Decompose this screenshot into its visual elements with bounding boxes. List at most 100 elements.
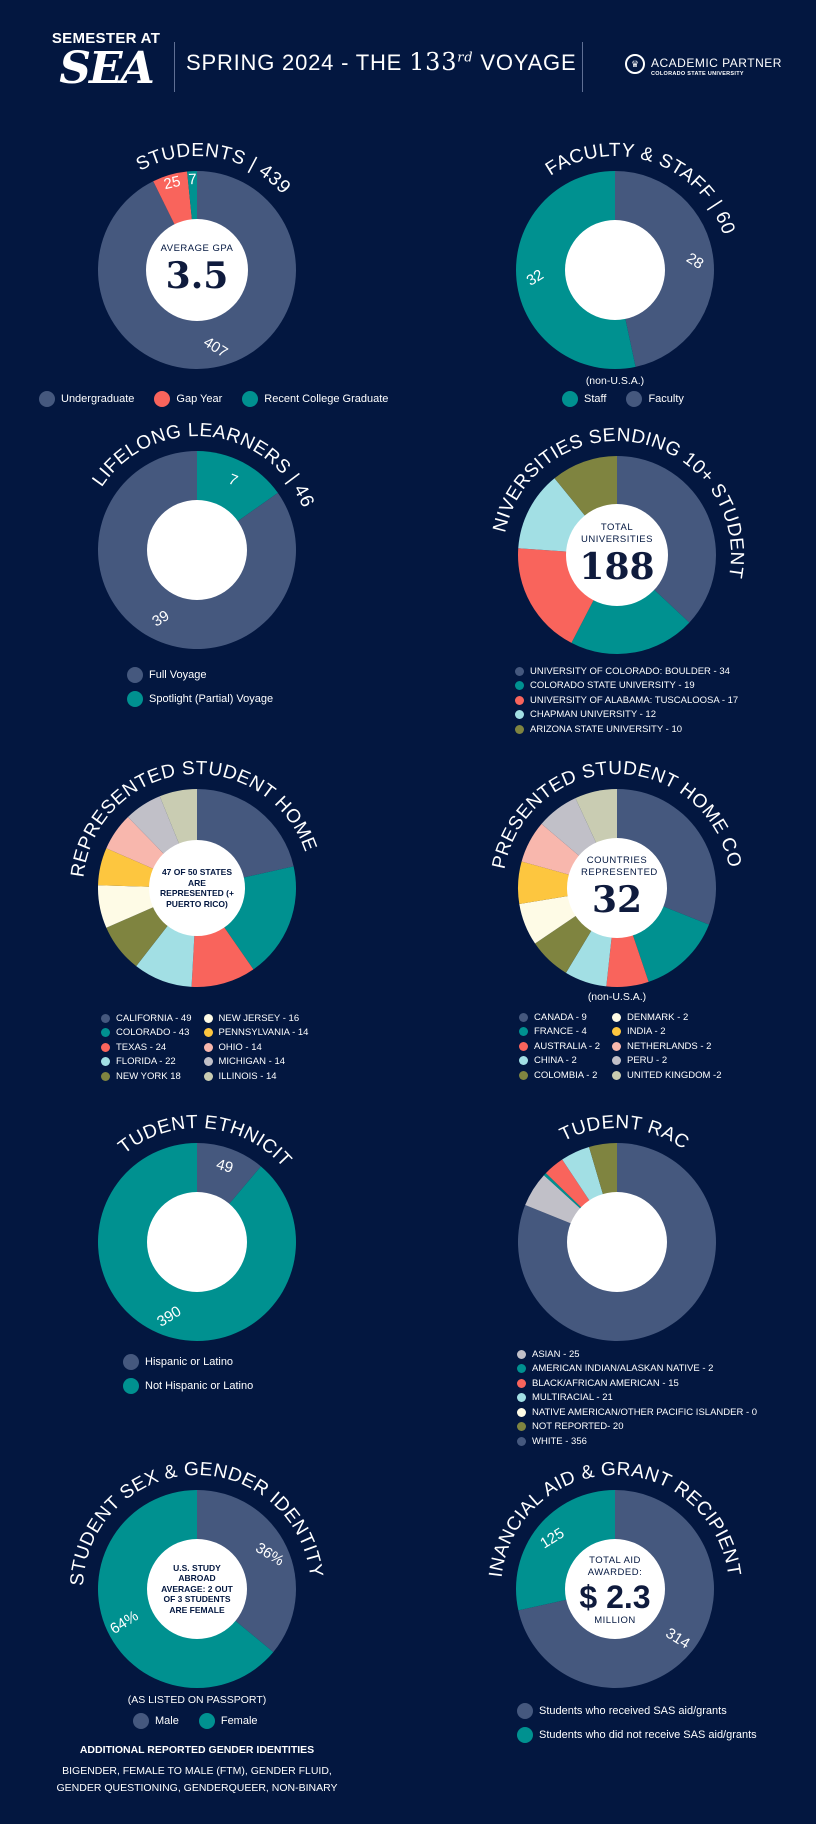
legend-label: NEW YORK 18 <box>116 1070 181 1082</box>
legend-label: NEW JERSEY - 16 <box>218 1012 300 1024</box>
legend-column: CALIFORNIA - 49 COLORADO - 43 TEXAS - 24 FL… <box>101 1011 192 1084</box>
legend-item-faculty: Faculty <box>626 391 684 407</box>
students-center: AVERAGE GPA 3.5 <box>152 225 242 315</box>
legend-item-spotlight-partial-voyage: Spotlight (Partial) Voyage <box>127 691 273 707</box>
faculty-legend: Staff Faculty <box>562 391 684 407</box>
legend-item-university-of-colorado-boulder-34: UNIVERSITY OF COLORADO: BOULDER - 34 <box>515 664 738 679</box>
donut-hole <box>567 838 667 938</box>
legend-item-male: Male <box>133 1713 179 1729</box>
legend-label: DENMARK - 2 <box>627 1011 689 1023</box>
partner-title: ACADEMIC PARTNER <box>651 56 782 70</box>
data-label-faculty: 28 <box>683 250 706 273</box>
legend-swatch <box>198 1713 215 1729</box>
legend-item-native-american-other-pacific-islander-0: NATIVE AMERICAN/OTHER PACIFIC ISLANDER -… <box>517 1405 757 1420</box>
countries-value: 32 <box>591 879 643 921</box>
legend-swatch <box>154 391 171 407</box>
legend-column: NEW JERSEY - 16 PENNSYLVANIA - 14 OHIO - 1… <box>203 1011 309 1084</box>
total-aid-unit: MILLION <box>594 1615 636 1626</box>
total-aid-label: TOTAL AID AWARDED: <box>587 1555 643 1578</box>
header: SEMESTER AT SEA SPRING 2024 - THE 133rd … <box>0 0 816 130</box>
faculty-note: (non-U.S.A.) <box>585 375 645 387</box>
legend-swatch <box>515 724 524 734</box>
states-legend: CALIFORNIA - 49 COLORADO - 43 TEXAS - 24 FL… <box>101 1011 308 1084</box>
legend-label: NATIVE AMERICAN/OTHER PACIFIC ISLANDER -… <box>532 1406 758 1418</box>
legend-label: CALIFORNIA - 49 <box>116 1012 192 1024</box>
legend-swatch <box>517 1436 526 1446</box>
legend-swatch <box>517 1364 526 1374</box>
states-panel: MOST REPRESENTED STUDENT HOME STATES 47 … <box>9 758 377 1090</box>
donut-hole <box>147 500 247 600</box>
legend-item-pennsylvania-14: PENNSYLVANIA - 14 <box>203 1026 308 1041</box>
legend-label: OHIO - 14 <box>218 1041 262 1053</box>
data-label-full-voyage: 39 <box>149 607 172 630</box>
legend-item-arizona-state-university-10: ARIZONA STATE UNIVERSITY - 10 <box>515 722 738 737</box>
legend-swatch <box>517 1703 533 1719</box>
legend-swatch <box>519 1070 528 1080</box>
universities-center: TOTAL UNIVERSITIES 188 <box>571 509 663 601</box>
legend-label: COLOMBIA - 2 <box>534 1069 598 1081</box>
legend-swatch <box>612 1027 621 1037</box>
legend-swatch <box>101 1028 110 1038</box>
legend-item-staff: Staff <box>562 391 606 407</box>
legend-label: UNIVERSITY OF COLORADO: BOULDER - 34 <box>530 665 730 677</box>
legend-item-peru-2: PERU - 2 <box>612 1054 721 1069</box>
legend-label: CHINA - 2 <box>534 1055 577 1067</box>
donut-hole <box>149 840 245 936</box>
legend-label: Undergraduate <box>61 393 135 405</box>
legend-swatch <box>127 667 143 683</box>
legend-item-white-356: WHITE - 356 <box>517 1434 757 1449</box>
legend-label: ARIZONA STATE UNIVERSITY - 10 <box>530 723 683 735</box>
legend-label: Spotlight (Partial) Voyage <box>149 693 274 705</box>
countries-center: COUNTRIES REPRESENTED 32 <box>571 842 663 934</box>
legend-swatch <box>626 391 643 407</box>
legend-item-australia-2: AUSTRALIA - 2 <box>519 1039 600 1054</box>
aid-center: TOTAL AID AWARDED: $ 2.3 MILLION <box>567 1543 663 1639</box>
legend-swatch <box>519 1056 528 1066</box>
slice-university-of-colorado-boulder-34 <box>617 456 716 623</box>
countries-note: (non-U.S.A.) <box>587 991 647 1003</box>
legend-swatch <box>519 1041 528 1051</box>
legend-swatch <box>101 1013 110 1023</box>
legend-item-michigan-14: MICHIGAN - 14 <box>203 1055 309 1070</box>
partner-subtitle: COLORADO STATE UNIVERSITY <box>651 71 744 77</box>
legend-swatch <box>612 1070 621 1080</box>
legend-swatch <box>515 710 524 720</box>
total-aid-value: $ 2.3 <box>579 1579 651 1615</box>
legend-swatch <box>519 1027 528 1037</box>
additional-gender-line-2: GENDER QUESTIONING, GENDERQUEER, NON-BIN… <box>56 1782 338 1794</box>
legend-label: Female <box>220 1715 258 1727</box>
legend-swatch <box>515 695 524 705</box>
logo-word: SEA <box>59 43 154 94</box>
passport-note: (AS LISTED ON PASSPORT) <box>127 1694 267 1706</box>
legend-label: UNIVERSITY OF ALABAMA: TUSCALOOSA - 17 <box>530 694 739 706</box>
legend-label: CANADA - 9 <box>534 1011 587 1023</box>
legend-label: TEXAS - 24 <box>116 1041 167 1053</box>
aid-legend: Students who received SAS aid/grants Stud… <box>517 1703 757 1751</box>
race-legend: ASIAN - 25 AMERICAN INDIAN/ALASKAN NATIVE… <box>517 1347 757 1449</box>
ethnicity-panel: 49 390 STUDENT ETHNICITY Hispanic or Latin… <box>10 1102 377 1428</box>
legend-label: PERU - 2 <box>627 1055 668 1067</box>
race-donut-chart: STUDENT RACE <box>430 1102 716 1341</box>
title-tail: VOYAGE <box>480 50 577 75</box>
total-universities-value: 188 <box>579 546 655 588</box>
donut-hole <box>566 504 668 606</box>
additional-gender-line-1: BIGENDER, FEMALE TO MALE (FTM), GENDER F… <box>62 1765 332 1777</box>
legend-item-colombia-2: COLOMBIA - 2 <box>519 1068 600 1083</box>
donut-hole <box>147 1539 247 1639</box>
donut-hole <box>147 1192 247 1292</box>
legend-label: NOT REPORTED- 20 <box>532 1421 624 1433</box>
chart-title: STUDENT RACE <box>430 1102 692 1154</box>
legend-item-chapman-university-12: CHAPMAN UNIVERSITY - 12 <box>515 708 738 723</box>
legend-swatch <box>101 1042 110 1052</box>
states-represented-text: 47 OF 50 STATES ARE REPRESENTED (+ PUERT… <box>160 867 234 909</box>
legend-label: Recent College Graduate <box>264 393 389 405</box>
legend-swatch <box>203 1057 213 1067</box>
legend-swatch <box>39 391 55 407</box>
legend-item-black-african-american-15: BLACK/AFRICAN AMERICAN - 15 <box>517 1376 757 1391</box>
legend-swatch <box>203 1013 213 1023</box>
legend-item-new-jersey-16: NEW JERSEY - 16 <box>203 1011 309 1026</box>
universities-legend: UNIVERSITY OF COLORADO: BOULDER - 34 COLO… <box>515 664 738 737</box>
gender-center: U.S. STUDY ABROAD AVERAGE: 2 OUT OF 3 ST… <box>152 1544 242 1634</box>
